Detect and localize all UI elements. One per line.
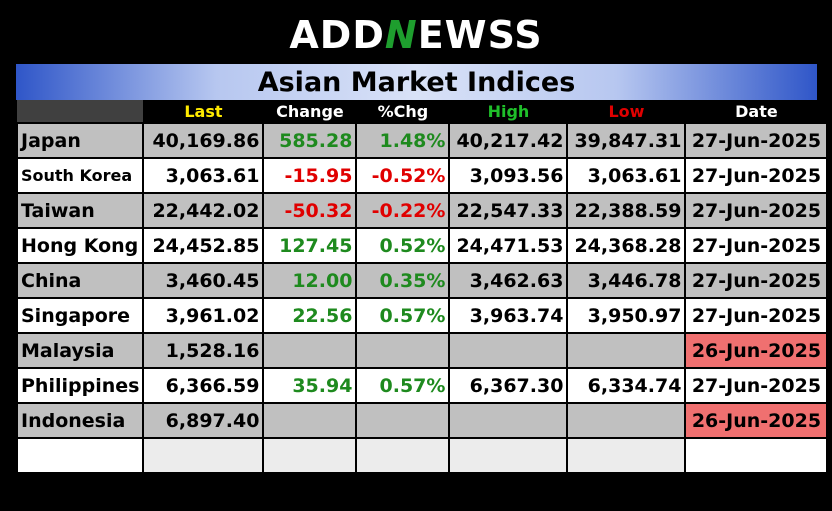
pct-change-value bbox=[355, 332, 451, 369]
low-value: 22,388.59 bbox=[566, 192, 687, 229]
header-low: Low bbox=[567, 100, 686, 123]
pct-change-value: 0.35% bbox=[355, 262, 451, 299]
pct-change-value: -0.52% bbox=[355, 157, 451, 194]
market-indices-table: Last Change %Chg High Low Date Japan 40,… bbox=[15, 100, 829, 474]
date-value: 26-Jun-2025 bbox=[684, 402, 829, 439]
table-row: Singapore 3,961.02 22.56 0.57% 3,963.74 … bbox=[15, 297, 829, 334]
low-value: 24,368.28 bbox=[566, 227, 687, 264]
empty-cell bbox=[262, 437, 358, 474]
table-title-bar: Asian Market Indices bbox=[16, 64, 817, 100]
table-row: Malaysia 1,528.16 26-Jun-2025 bbox=[15, 332, 829, 369]
high-value: 3,093.56 bbox=[448, 157, 569, 194]
last-value: 6,897.40 bbox=[142, 402, 265, 439]
index-name: China bbox=[15, 262, 145, 299]
header-last: Last bbox=[143, 100, 264, 123]
high-value: 3,462.63 bbox=[448, 262, 569, 299]
logo-suffix: EWSS bbox=[417, 13, 543, 57]
table-row: Taiwan 22,442.02 -50.32 -0.22% 22,547.33… bbox=[15, 192, 829, 229]
change-value bbox=[262, 402, 358, 439]
change-value: -50.32 bbox=[262, 192, 358, 229]
empty-cell bbox=[684, 437, 829, 474]
empty-cell bbox=[566, 437, 687, 474]
brand-logo: ADD N EWSS bbox=[0, 10, 832, 60]
date-value: 27-Jun-2025 bbox=[684, 367, 829, 404]
index-name: South Korea bbox=[15, 157, 145, 194]
empty-cell bbox=[142, 437, 265, 474]
change-value: 585.28 bbox=[262, 122, 358, 159]
date-value: 27-Jun-2025 bbox=[684, 262, 829, 299]
index-name: Indonesia bbox=[15, 402, 145, 439]
pct-change-value: 0.57% bbox=[355, 367, 451, 404]
high-value bbox=[448, 332, 569, 369]
table-row: China 3,460.45 12.00 0.35% 3,462.63 3,44… bbox=[15, 262, 829, 299]
header-corner bbox=[17, 100, 144, 123]
pct-change-value: -0.22% bbox=[355, 192, 451, 229]
change-value: 22.56 bbox=[262, 297, 358, 334]
date-value: 27-Jun-2025 bbox=[684, 122, 829, 159]
high-value: 40,217.42 bbox=[448, 122, 569, 159]
low-value: 39,847.31 bbox=[566, 122, 687, 159]
change-value: -15.95 bbox=[262, 157, 358, 194]
header-pct-change: %Chg bbox=[356, 100, 450, 123]
high-value: 6,367.30 bbox=[448, 367, 569, 404]
empty-row bbox=[15, 437, 829, 474]
last-value: 3,961.02 bbox=[142, 297, 265, 334]
low-value: 3,950.97 bbox=[566, 297, 687, 334]
low-value: 3,446.78 bbox=[566, 262, 687, 299]
table-row: Indonesia 6,897.40 26-Jun-2025 bbox=[15, 402, 829, 439]
pct-change-value bbox=[355, 402, 451, 439]
low-value: 3,063.61 bbox=[566, 157, 687, 194]
empty-cell bbox=[15, 437, 145, 474]
index-name: Malaysia bbox=[15, 332, 145, 369]
pct-change-value: 0.57% bbox=[355, 297, 451, 334]
pct-change-value: 0.52% bbox=[355, 227, 451, 264]
date-value: 27-Jun-2025 bbox=[684, 227, 829, 264]
low-value: 6,334.74 bbox=[566, 367, 687, 404]
table-row: Japan 40,169.86 585.28 1.48% 40,217.42 3… bbox=[15, 122, 829, 159]
index-name: Singapore bbox=[15, 297, 145, 334]
table-row: South Korea 3,063.61 -15.95 -0.52% 3,093… bbox=[15, 157, 829, 194]
logo-n: N bbox=[384, 13, 418, 57]
pct-change-value: 1.48% bbox=[355, 122, 451, 159]
change-value: 127.45 bbox=[262, 227, 358, 264]
logo-prefix: ADD bbox=[289, 13, 385, 57]
table-title: Asian Market Indices bbox=[257, 66, 576, 98]
last-value: 1,528.16 bbox=[142, 332, 265, 369]
change-value bbox=[262, 332, 358, 369]
table-row: Philippines 6,366.59 35.94 0.57% 6,367.3… bbox=[15, 367, 829, 404]
index-name: Taiwan bbox=[15, 192, 145, 229]
table-row: Hong Kong 24,452.85 127.45 0.52% 24,471.… bbox=[15, 227, 829, 264]
last-value: 40,169.86 bbox=[142, 122, 265, 159]
last-value: 22,442.02 bbox=[142, 192, 265, 229]
high-value: 24,471.53 bbox=[448, 227, 569, 264]
last-value: 3,063.61 bbox=[142, 157, 265, 194]
index-name: Philippines bbox=[15, 367, 145, 404]
high-value: 3,963.74 bbox=[448, 297, 569, 334]
header-row: Last Change %Chg High Low Date bbox=[17, 100, 828, 123]
empty-cell bbox=[448, 437, 569, 474]
low-value bbox=[566, 332, 687, 369]
header-high: High bbox=[449, 100, 568, 123]
header-date: Date bbox=[685, 100, 828, 123]
empty-cell bbox=[355, 437, 451, 474]
change-value: 35.94 bbox=[262, 367, 358, 404]
high-value: 22,547.33 bbox=[448, 192, 569, 229]
header-change: Change bbox=[263, 100, 357, 123]
change-value: 12.00 bbox=[262, 262, 358, 299]
high-value bbox=[448, 402, 569, 439]
last-value: 3,460.45 bbox=[142, 262, 265, 299]
index-name: Hong Kong bbox=[15, 227, 145, 264]
last-value: 6,366.59 bbox=[142, 367, 265, 404]
date-value: 27-Jun-2025 bbox=[684, 157, 829, 194]
index-name: Japan bbox=[15, 122, 145, 159]
date-value: 26-Jun-2025 bbox=[684, 332, 829, 369]
last-value: 24,452.85 bbox=[142, 227, 265, 264]
date-value: 27-Jun-2025 bbox=[684, 192, 829, 229]
date-value: 27-Jun-2025 bbox=[684, 297, 829, 334]
low-value bbox=[566, 402, 687, 439]
